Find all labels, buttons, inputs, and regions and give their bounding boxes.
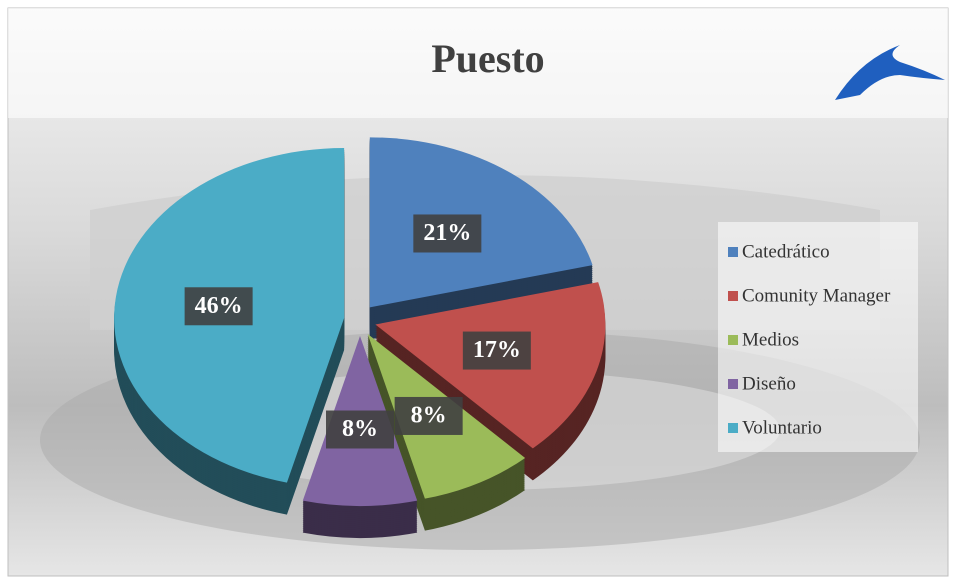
data-label: 46%: [195, 293, 243, 319]
label-box: [184, 287, 253, 326]
legend-swatch: [728, 335, 738, 345]
data-label: 8%: [411, 402, 447, 428]
legend-swatch: [728, 291, 738, 301]
logo: [835, 45, 945, 100]
label-box: [394, 396, 463, 435]
legend-box: [718, 222, 918, 452]
label-box: [326, 410, 394, 449]
legend-label: Voluntario: [742, 417, 822, 438]
legend-label: Diseño: [742, 373, 796, 394]
data-label: 17%: [473, 337, 521, 363]
legend-swatch: [728, 379, 738, 389]
legend-label: Comunity Manager: [742, 285, 891, 306]
data-label: 8%: [342, 416, 378, 442]
legend-swatch: [728, 247, 738, 257]
title-band: [8, 8, 948, 118]
legend-label: Medios: [742, 329, 799, 350]
label-box: [413, 214, 482, 253]
label-box: [462, 331, 531, 370]
chart-title: Puesto: [431, 36, 544, 81]
data-label: 21%: [423, 220, 471, 246]
legend-swatch: [728, 423, 738, 433]
legend-label: Catedrático: [742, 241, 830, 262]
